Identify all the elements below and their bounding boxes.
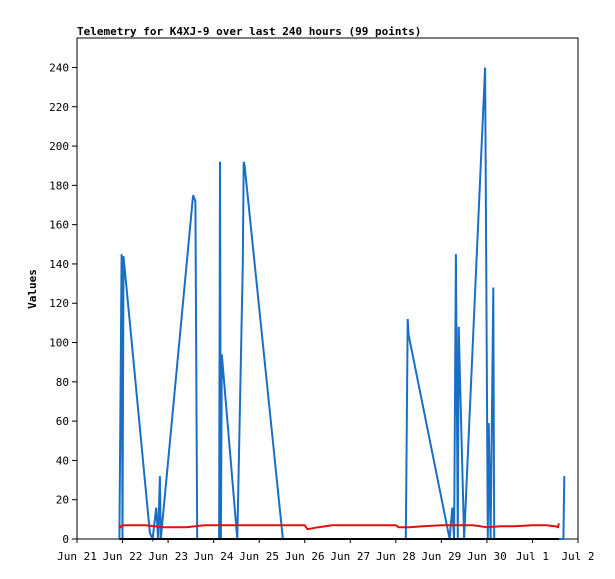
y-axis: 0 20 40 60 80 100 120 140 160 180 200 220 240 — [49, 61, 77, 546]
y-tick-label: 80 — [56, 376, 69, 389]
y-tick-label: 140 — [49, 258, 69, 271]
x-tick-label: Jun 28 — [376, 550, 416, 563]
x-tick-label: Jun 22 — [103, 550, 143, 563]
x-tick-label: Jun 23 — [148, 550, 188, 563]
x-tick-label: Jun 26 — [285, 550, 325, 563]
y-tick-label: 60 — [56, 415, 69, 428]
y-tick-label: 120 — [49, 297, 69, 310]
plot-frame — [76, 37, 579, 540]
chart-title: Telemetry for K4XJ-9 over last 240 hours… — [77, 25, 421, 38]
x-tick-label: Jun 21 — [57, 550, 97, 563]
series-line-0 — [118, 67, 566, 543]
series-layer — [118, 67, 566, 543]
y-tick-label: 100 — [49, 337, 69, 350]
x-tick-label: Jun 25 — [239, 550, 279, 563]
y-tick-label: 40 — [56, 454, 69, 467]
series-line-1 — [118, 523, 560, 531]
y-tick-label: 20 — [56, 494, 69, 507]
x-tick-label: Jul 2 — [561, 550, 594, 563]
x-tick-label: Jun 29 — [421, 550, 461, 563]
y-tick-label: 220 — [49, 101, 69, 114]
y-tick-label: 200 — [49, 140, 69, 153]
y-tick-label: 160 — [49, 219, 69, 232]
y-tick-label: 240 — [49, 61, 69, 74]
y-axis-label: Values — [26, 269, 39, 309]
x-tick-label: Jun 27 — [330, 550, 370, 563]
x-tick-label: Jun 30 — [467, 550, 507, 563]
y-tick-label: 0 — [62, 533, 69, 546]
x-tick-label: Jul 1 — [516, 550, 549, 563]
y-tick-label: 180 — [49, 179, 69, 192]
x-axis: Jun 21 Jun 22 Jun 23 Jun 24 Jun 25 Jun 26 Jun … — [57, 539, 595, 563]
x-tick-label: Jun 24 — [194, 550, 234, 563]
